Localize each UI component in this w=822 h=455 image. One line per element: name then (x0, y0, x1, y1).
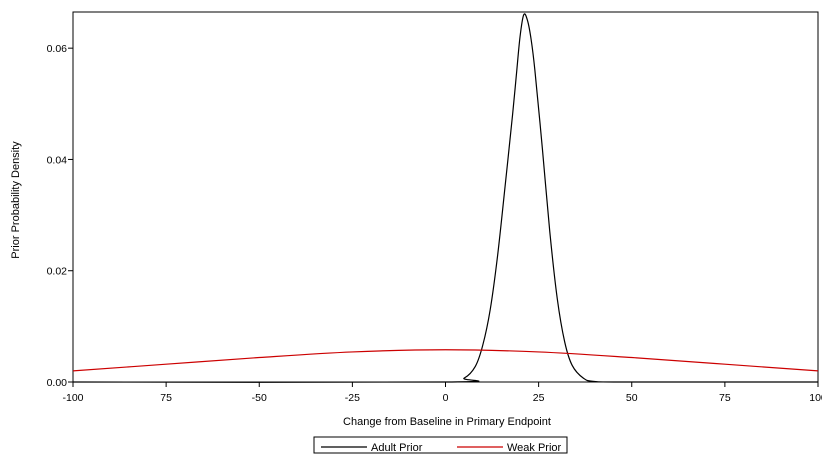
series-line-weak-prior (72, 349, 819, 372)
y-axis: 0.00 0.02 0.04 0.06 (47, 43, 73, 389)
legend-label: Adult Prior (371, 442, 423, 454)
x-tick-label: 75 (160, 392, 172, 404)
x-tick-label: 50 (626, 392, 638, 404)
y-tick-label: 0.04 (47, 154, 68, 166)
y-tick-label: 0.06 (47, 43, 68, 55)
y-tick-label: 0.02 (47, 266, 68, 278)
y-tick-label: 0.00 (47, 377, 68, 389)
series-layer (72, 13, 819, 383)
x-tick-label: 25 (533, 392, 545, 404)
series-line-adult-prior (72, 13, 819, 383)
plot-border (72, 11, 819, 383)
x-tick-label: -25 (345, 392, 360, 404)
x-tick-label: 0 (443, 392, 449, 404)
legend-label: Weak Prior (507, 442, 562, 454)
x-axis: -100 75 -50 -25 0 25 50 75 100 (62, 382, 822, 404)
plot-frame (72, 11, 819, 383)
y-axis-title: Prior Probability Density (10, 141, 22, 259)
x-tick-label: 75 (719, 392, 731, 404)
x-tick-label: 100 (809, 392, 822, 404)
x-tick-label: -50 (252, 392, 267, 404)
legend-box (313, 436, 568, 454)
x-axis-title: Change from Baseline in Primary Endpoint (343, 416, 551, 428)
legend: Adult Prior Weak Prior (313, 436, 568, 454)
x-tick-label: -100 (62, 392, 83, 404)
